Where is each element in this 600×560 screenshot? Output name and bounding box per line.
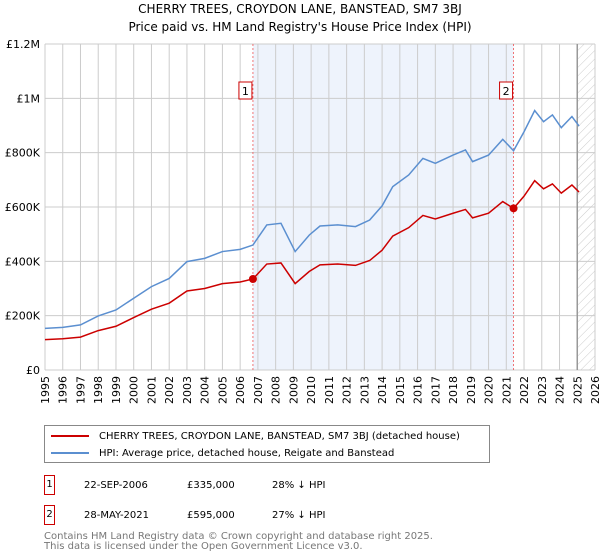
x-tick-label: 2005 bbox=[216, 376, 229, 404]
footer-copyright: Contains HM Land Registry data © Crown c… bbox=[44, 531, 433, 542]
x-tick-label: 2024 bbox=[554, 376, 567, 404]
y-tick-label: £0 bbox=[26, 364, 40, 377]
sale-row: 1 22-SEP-2006 £335,000 28% ↓ HPI bbox=[44, 475, 544, 497]
x-tick-label: 2004 bbox=[199, 376, 212, 404]
sale-badge: 2 bbox=[44, 505, 55, 525]
x-tick-label: 2012 bbox=[341, 376, 354, 404]
footer-licence: This data is licensed under the Open Gov… bbox=[44, 541, 363, 552]
x-tick-label: 2009 bbox=[287, 376, 300, 404]
x-tick-label: 1999 bbox=[110, 376, 123, 404]
x-tick-label: 2002 bbox=[163, 376, 176, 404]
sale-hpi-diff: 28% ↓ HPI bbox=[272, 480, 326, 491]
sale-price: £335,000 bbox=[187, 480, 235, 491]
x-tick-label: 2013 bbox=[358, 376, 371, 404]
x-tick-label: 1996 bbox=[57, 376, 70, 404]
legend-label: CHERRY TREES, CROYDON LANE, BANSTEAD, SM… bbox=[99, 430, 460, 442]
legend-swatch-hpi bbox=[51, 452, 89, 454]
x-tick-label: 1998 bbox=[92, 376, 105, 404]
x-tick-label: 2014 bbox=[376, 376, 389, 404]
legend-item-hpi: HPI: Average price, detached house, Reig… bbox=[51, 445, 394, 461]
sale-point bbox=[248, 274, 257, 283]
x-tick-label: 2018 bbox=[447, 376, 460, 404]
chart-subtitle: Price paid vs. HM Land Registry's House … bbox=[128, 20, 472, 34]
x-tick-label: 2026 bbox=[589, 376, 600, 404]
x-tick-label: 2010 bbox=[305, 376, 318, 404]
sale-date: 28-MAY-2021 bbox=[84, 510, 150, 521]
sale-price: £595,000 bbox=[187, 510, 235, 521]
x-tick-label: 2023 bbox=[536, 376, 549, 404]
property-price-line bbox=[44, 179, 580, 341]
x-tick-label: 2007 bbox=[252, 376, 265, 404]
legend-label: HPI: Average price, detached house, Reig… bbox=[99, 447, 395, 459]
price-chart: 1995 1996 1997 1998 1999 2000 2001 2002 2003 2004… bbox=[5, 38, 600, 404]
x-tick-label: 2015 bbox=[394, 376, 407, 404]
x-tick-label: 2022 bbox=[518, 376, 531, 404]
x-tick-label: 2011 bbox=[323, 376, 336, 404]
sale-label-box bbox=[499, 81, 514, 100]
x-tick-label: 2006 bbox=[234, 376, 247, 404]
legend-swatch-property bbox=[51, 435, 89, 437]
x-tick-label: 2016 bbox=[412, 376, 425, 404]
x-tick-label: 1997 bbox=[74, 376, 87, 404]
y-tick-label: £800K bbox=[5, 147, 41, 160]
sale-label: 1 bbox=[242, 85, 249, 98]
sale-label: 2 bbox=[503, 85, 510, 98]
x-tick-label: 2008 bbox=[270, 376, 283, 404]
sale-date: 22-SEP-2006 bbox=[84, 480, 148, 491]
legend: CHERRY TREES, CROYDON LANE, BANSTEAD, SM… bbox=[44, 425, 490, 463]
x-tick-label: 2020 bbox=[483, 376, 496, 404]
x-tick-label: 2001 bbox=[145, 376, 158, 404]
x-tick-label: 2019 bbox=[465, 376, 478, 404]
sale-row: 2 28-MAY-2021 £595,000 27% ↓ HPI bbox=[44, 505, 544, 527]
y-tick-label: £600K bbox=[5, 201, 41, 214]
x-tick-label: 2021 bbox=[500, 376, 513, 404]
y-tick-label: £1M bbox=[17, 92, 41, 105]
sale-hpi-diff: 27% ↓ HPI bbox=[272, 510, 326, 521]
sale-label-box bbox=[238, 81, 253, 100]
hpi-line bbox=[44, 109, 580, 330]
sale-badge: 1 bbox=[44, 475, 55, 495]
y-tick-label: £1.2M bbox=[6, 38, 40, 51]
x-tick-label: 2003 bbox=[181, 376, 194, 404]
x-tick-label: 2017 bbox=[429, 376, 442, 404]
x-tick-label: 2025 bbox=[571, 376, 584, 404]
y-tick-label: £400K bbox=[5, 255, 41, 268]
sale-point bbox=[509, 204, 518, 213]
y-tick-label: £200K bbox=[5, 310, 41, 323]
legend-item-property: CHERRY TREES, CROYDON LANE, BANSTEAD, SM… bbox=[51, 428, 460, 444]
x-tick-label: 2000 bbox=[128, 376, 141, 404]
x-tick-label: 1995 bbox=[39, 376, 52, 404]
chart-title: CHERRY TREES, CROYDON LANE, BANSTEAD, SM… bbox=[138, 2, 462, 16]
